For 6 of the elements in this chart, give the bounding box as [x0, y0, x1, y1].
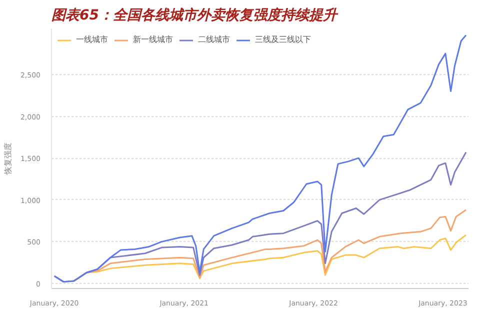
legend-label: 一线城市 [76, 34, 108, 45]
legend-label: 三线及三线以下 [255, 34, 311, 45]
y-axis-title: 恢复强度 [3, 142, 12, 176]
chart-title: 图表65：全国各线城市外卖恢复强度持续提升 [52, 6, 339, 24]
legend-label: 二线城市 [198, 34, 230, 45]
legend-label: 新一线城市 [133, 34, 173, 45]
